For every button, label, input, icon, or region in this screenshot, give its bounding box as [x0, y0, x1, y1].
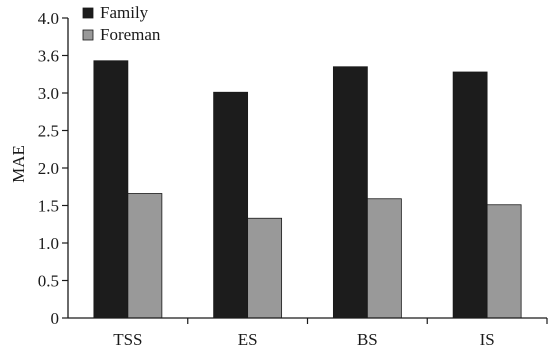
bars-group [93, 60, 522, 319]
bar-family-es [213, 91, 249, 319]
x-category-label: IS [480, 330, 495, 349]
x-category-label: ES [238, 330, 258, 349]
bar-foreman-is [486, 204, 522, 319]
y-tick-label: 1.0 [38, 234, 59, 253]
axes-group: 0 0.5 1.0 1.5 2.0 2.5 3.0 3.6 4.0 TSS ES BS IS [38, 9, 548, 349]
x-category-label: BS [357, 330, 378, 349]
y-tick-label: 0.5 [38, 272, 59, 291]
legend-label-family: Family [100, 3, 149, 22]
legend-label-foreman: Foreman [100, 25, 161, 44]
legend-swatch-family [82, 7, 94, 19]
legend-swatch-foreman [82, 29, 94, 41]
legend: Family Foreman [82, 3, 161, 44]
y-tick-label: 2.0 [38, 159, 59, 178]
y-tick-label: 3.6 [38, 47, 59, 66]
x-category-label: TSS [113, 330, 142, 349]
y-tick-label: 4.0 [38, 9, 59, 28]
bar-foreman-es [247, 217, 283, 319]
y-axis-title: MAE [9, 145, 28, 183]
bar-family-is [452, 71, 488, 319]
bar-foreman-tss [127, 193, 163, 319]
bar-family-tss [93, 60, 129, 319]
y-tick-label: 0 [51, 309, 60, 328]
y-tick-label: 1.5 [38, 197, 59, 216]
bar-family-bs [332, 66, 368, 319]
bar-foreman-bs [366, 198, 402, 319]
y-tick-label: 3.0 [38, 84, 59, 103]
y-tick-label: 2.5 [38, 122, 59, 141]
